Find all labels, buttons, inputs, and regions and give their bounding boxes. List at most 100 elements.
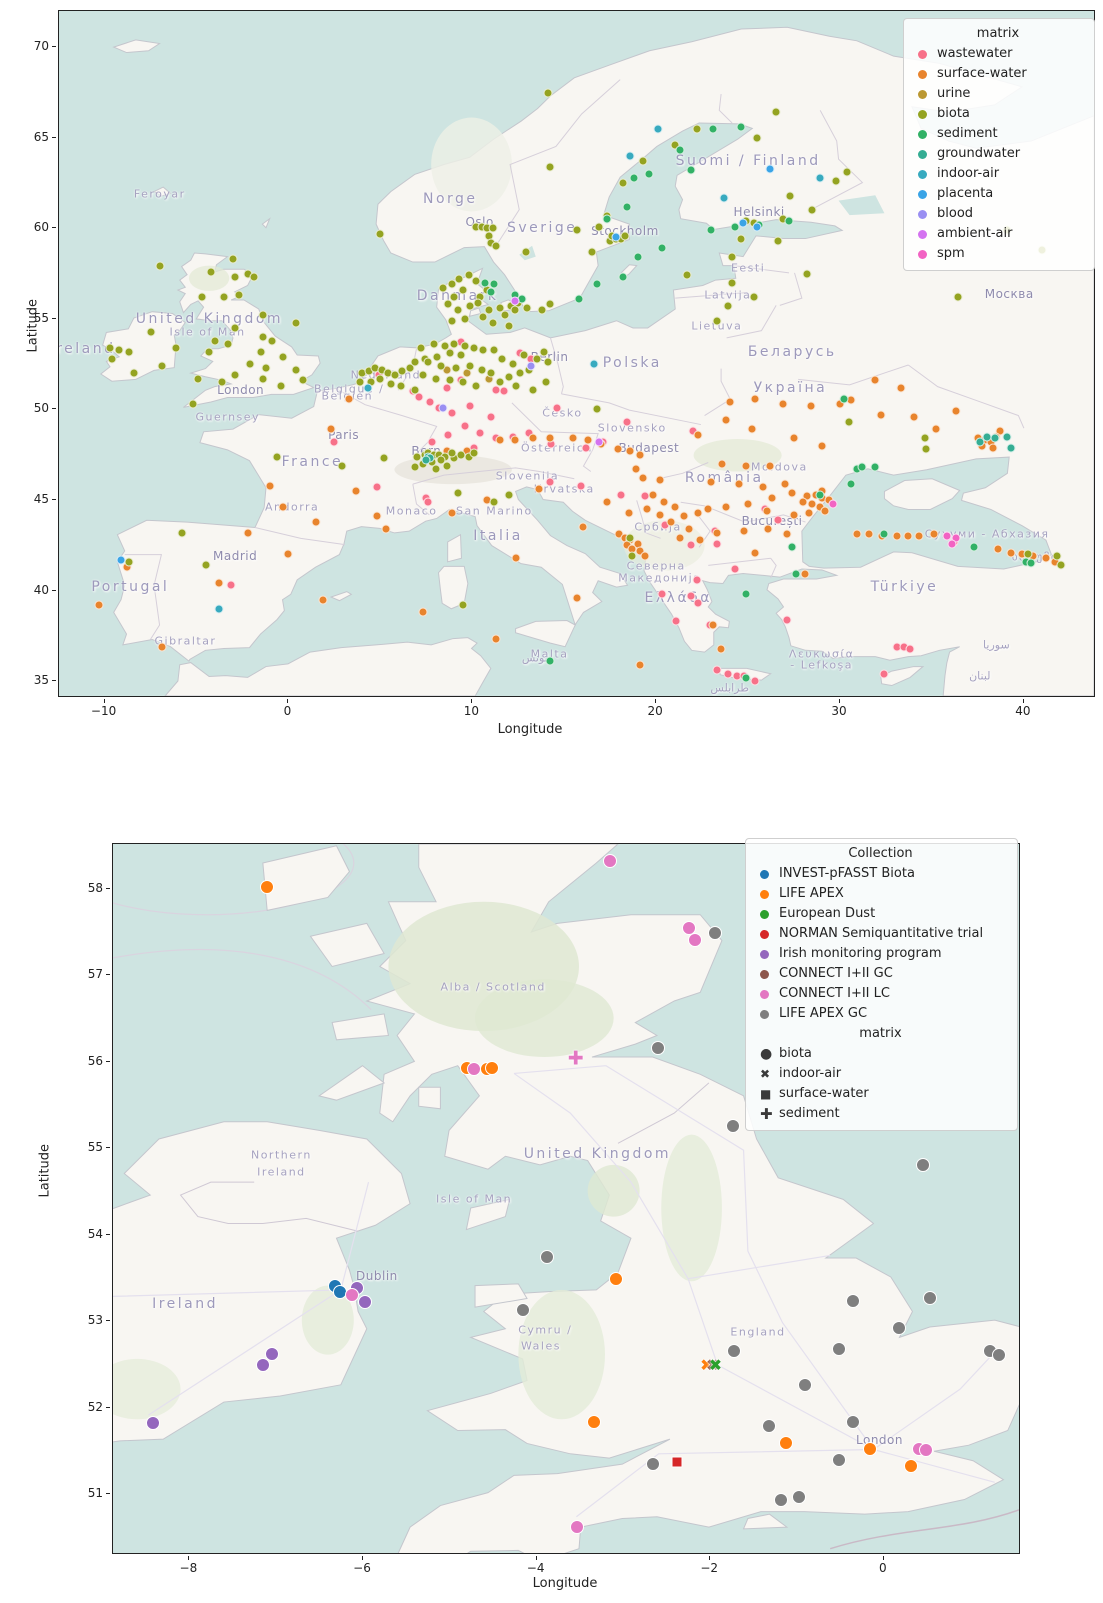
europe-scatter-points <box>59 11 1094 696</box>
surface-water-marker-icon: ■ <box>760 1087 772 1101</box>
data-point-biota <box>1056 560 1066 570</box>
legend-item: LIFE APEX <box>754 884 1007 904</box>
data-point-surface-water <box>1041 553 1051 563</box>
data-point-surface-water <box>635 660 645 670</box>
x-tick-label: 0 <box>283 704 292 718</box>
data-point-biota <box>230 323 240 333</box>
data-point-surface-water <box>780 479 790 489</box>
data-point-biota <box>431 374 441 384</box>
data-point-biota <box>682 270 692 280</box>
data-point-life-apex <box>586 1414 601 1429</box>
data-point-life-apex <box>862 1441 877 1456</box>
data-point-wastewater <box>414 392 424 402</box>
data-point-sediment <box>969 542 979 552</box>
data-point-surface-water <box>568 433 578 443</box>
legend-item: wastewater <box>912 44 1084 64</box>
data-point-wastewater <box>712 539 722 548</box>
data-point-biota <box>473 298 483 308</box>
x-tick-mark <box>655 699 657 703</box>
data-point-surface-water <box>318 595 328 605</box>
data-point-surface-water <box>640 551 650 561</box>
data-point-wastewater <box>730 564 740 574</box>
data-point-surface-water <box>679 511 689 521</box>
data-point-biota <box>831 176 841 186</box>
data-point-sediment <box>741 673 751 683</box>
data-point-biota <box>272 452 282 462</box>
data-point-surface-water <box>903 531 913 541</box>
data-point-biota <box>511 381 521 391</box>
data-point-surface-water <box>721 415 731 425</box>
data-point-biota <box>953 292 963 302</box>
x-tick-label: −4 <box>526 1561 545 1575</box>
data-point-connect-i-ii-lc <box>467 1061 482 1076</box>
data-point-biota <box>1052 551 1062 561</box>
data-point-wastewater <box>686 540 696 550</box>
data-point-biota <box>107 354 117 364</box>
data-point-biota <box>920 433 930 443</box>
data-point-biota <box>267 336 277 346</box>
x-tick-label: 0 <box>879 1561 887 1575</box>
data-point-biota <box>177 528 187 538</box>
data-point-sediment <box>618 272 628 282</box>
indoor-air-marker-icon: ✖ <box>760 1067 771 1081</box>
data-point-biota <box>217 377 227 387</box>
legend-item: blood <box>912 204 1084 224</box>
legend-item: groundwater <box>912 144 1084 164</box>
legend-label: biota <box>779 1046 812 1061</box>
data-point-biota <box>258 310 268 320</box>
data-point-biota <box>543 357 553 367</box>
data-point-biota <box>625 533 635 543</box>
data-point-biota <box>230 272 240 282</box>
data-point-biota <box>785 191 795 201</box>
data-point-biota <box>375 374 385 384</box>
data-point-biota <box>228 254 238 264</box>
data-point-surface-water <box>648 490 658 500</box>
legend-swatch-icon <box>918 89 927 99</box>
data-point-biota <box>258 332 268 342</box>
x-tick-mark <box>362 1556 363 1560</box>
data-point-groundwater <box>421 455 431 465</box>
legend-label: European Dust <box>779 906 876 921</box>
data-point-biota <box>504 321 514 331</box>
data-point-surface-water <box>725 397 735 407</box>
legend-item: NORMAN Semiquantitative trial <box>754 924 1007 944</box>
data-point-biota <box>429 339 439 349</box>
data-point-wastewater <box>226 580 236 590</box>
data-point-irish-monitoring-program <box>357 1295 372 1310</box>
bottom-yaxis-label: Latitude <box>37 1143 53 1198</box>
data-point-placenta <box>116 555 126 565</box>
legend-swatch-icon <box>760 929 769 939</box>
data-point-biota <box>157 361 167 371</box>
y-tick-label: 52 <box>87 1399 103 1414</box>
legend-swatch-icon <box>918 189 927 199</box>
data-point-surface-water <box>820 506 830 516</box>
data-point-biota <box>449 339 459 349</box>
data-point-wastewater <box>465 401 475 411</box>
x-tick-label: 20 <box>647 704 663 718</box>
data-point-surface-water <box>789 510 799 520</box>
data-point-biota <box>379 453 389 463</box>
y-tick-label: 45 <box>33 492 49 507</box>
data-point-biota <box>802 269 812 279</box>
legend-label: CONNECT I+II LC <box>779 986 890 1001</box>
data-point-biota <box>171 343 181 353</box>
legend-label: surface-water <box>937 66 1027 81</box>
legend-label: placenta <box>937 186 994 201</box>
data-point-surface-water <box>896 383 906 393</box>
data-point-sediment <box>784 216 794 226</box>
data-point-biota <box>261 363 271 373</box>
uk-basemap <box>113 844 1019 1553</box>
data-point-biota <box>618 178 628 188</box>
data-point-surface-water <box>495 435 505 445</box>
data-point-biota <box>515 368 525 378</box>
data-point-surface-water <box>214 578 224 588</box>
data-point-surface-water <box>447 508 457 518</box>
data-point-sediment <box>846 479 856 489</box>
legend-label: LIFE APEX GC <box>779 1006 868 1021</box>
y-tick-mark <box>106 1320 110 1322</box>
data-point-life-apex <box>608 1272 623 1287</box>
data-point-biota <box>129 368 139 378</box>
data-point-biota <box>495 303 505 313</box>
data-point-placenta <box>752 222 762 232</box>
data-point-sediment <box>480 278 490 288</box>
